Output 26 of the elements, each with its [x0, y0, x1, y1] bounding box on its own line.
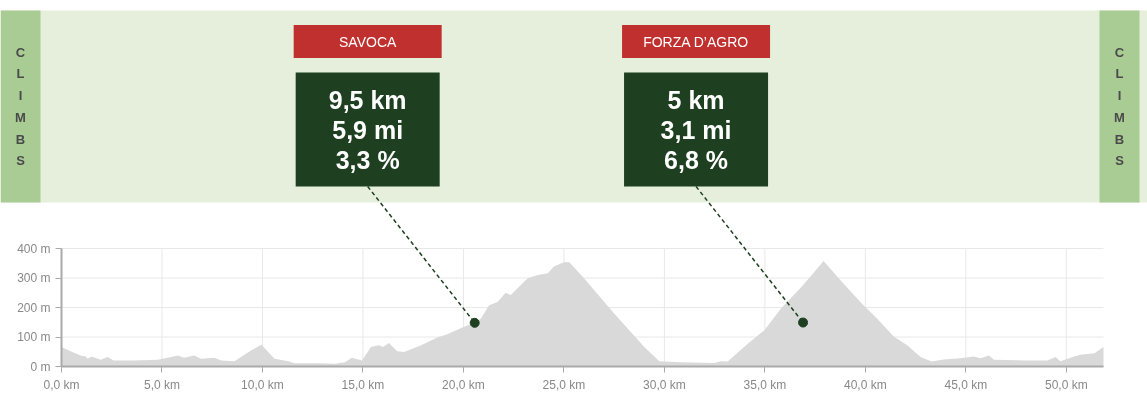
x-tick-label: 30,0 km — [643, 377, 686, 392]
x-tick-label: 45,0 km — [944, 377, 988, 392]
x-tick-label: 25,0 km — [542, 377, 586, 392]
annotation: 3,3 % — [335, 145, 400, 174]
y-tick-label: 300 m — [17, 271, 51, 285]
y-tick-label: 200 m — [17, 300, 51, 315]
x-tick-label: 50,0 km — [1044, 377, 1088, 392]
text: 3,1 mi — [660, 115, 732, 144]
x-tick-label: 10,0 km — [241, 377, 284, 392]
text: 5,9 mi — [332, 115, 404, 144]
text: FORZA D’AGRO — [643, 33, 749, 50]
x-tick-label: 5,0 km — [143, 377, 180, 392]
x-tick-label: 15,0 km — [341, 377, 385, 392]
annotation: 6,8 % — [664, 145, 729, 174]
x-tick-label: 35,0 km — [743, 377, 787, 392]
text: 9,5 km — [328, 85, 407, 114]
text: CLIMBS — [1114, 44, 1125, 169]
x-tick-label: 0,0 km — [43, 377, 80, 392]
x-tick-label: 40,0 km — [844, 377, 887, 392]
text: 5 km — [667, 85, 725, 114]
y-tick-label: 100 m — [17, 330, 51, 344]
text: CLIMBS — [15, 44, 26, 169]
x-tick-label: 20,0 km — [442, 377, 485, 392]
text: SAVOCA — [339, 33, 397, 50]
y-tick-label: 0 m — [30, 359, 51, 374]
y-tick-label: 400 m — [17, 241, 51, 256]
